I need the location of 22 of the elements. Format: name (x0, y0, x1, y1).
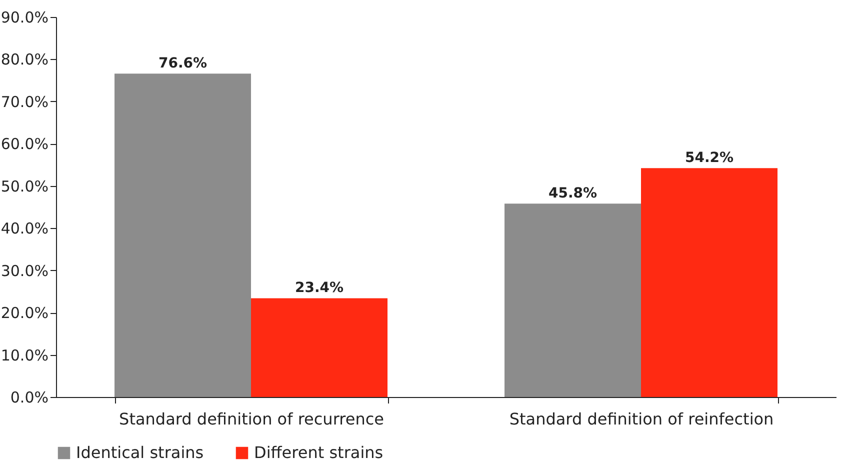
y-tick-label: 40.0% (0, 220, 48, 238)
y-tick-label: 70.0% (0, 92, 48, 111)
y-tick-label: 20.0% (0, 304, 48, 322)
data-label: 45.8% (548, 186, 598, 202)
data-label: 54.2% (684, 150, 734, 166)
y-tick-label: 90.0% (0, 8, 48, 26)
x-tick-label: Standard definition of recurrence (119, 410, 384, 428)
bar (504, 204, 641, 397)
data-label: 23.4% (294, 280, 344, 296)
x-tick-label: Standard definition of reinfection (509, 410, 774, 428)
bar (114, 74, 251, 397)
legend-label: Identical strains (76, 443, 204, 462)
legend-label: Different strains (254, 443, 384, 462)
y-tick-label: 30.0% (0, 262, 48, 280)
y-tick-label: 60.0% (0, 135, 48, 154)
bar (641, 168, 778, 397)
data-label: 76.6% (158, 56, 208, 72)
y-tick-label: 50.0% (0, 177, 48, 196)
bar (251, 298, 388, 397)
y-tick-label: 0.0% (10, 388, 48, 406)
y-tick-label: 80.0% (0, 50, 48, 69)
y-tick-label: 10.0% (0, 346, 48, 364)
